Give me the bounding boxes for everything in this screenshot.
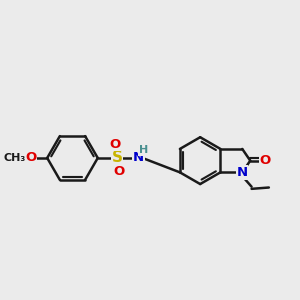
Text: N: N (133, 152, 144, 164)
Text: CH₃: CH₃ (3, 153, 25, 163)
Text: S: S (111, 151, 122, 166)
Text: O: O (25, 152, 36, 164)
Text: O: O (109, 138, 120, 151)
Text: O: O (259, 154, 271, 167)
Text: H: H (139, 145, 148, 155)
Text: O: O (113, 165, 125, 178)
Text: N: N (237, 166, 248, 179)
